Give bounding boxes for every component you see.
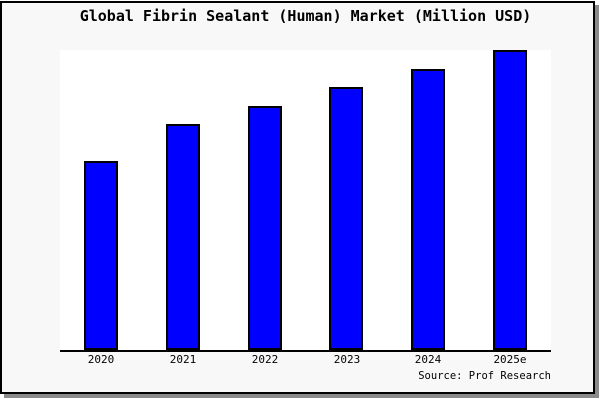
bar-2025e [493, 50, 527, 350]
x-axis-label-2022: 2022 [251, 353, 279, 366]
plot-area [60, 50, 551, 352]
bar-2024 [411, 69, 445, 350]
x-axis-labels: 2020 2021 2022 2023 2024 2025e [60, 353, 551, 368]
x-axis-label-2025e: 2025e [493, 353, 527, 366]
x-axis-label-2021: 2021 [169, 353, 197, 366]
bar-2022 [248, 106, 282, 350]
source-label: Source: Prof Research [418, 370, 551, 382]
x-axis-label-2023: 2023 [333, 353, 361, 366]
bar-2021 [166, 124, 200, 350]
bar-2020 [84, 161, 118, 350]
chart-title: Global Fibrin Sealant (Human) Market (Mi… [79, 7, 532, 25]
x-axis-label-2020: 2020 [87, 353, 115, 366]
bar-2023 [329, 87, 363, 350]
x-axis-label-2024: 2024 [414, 353, 442, 366]
